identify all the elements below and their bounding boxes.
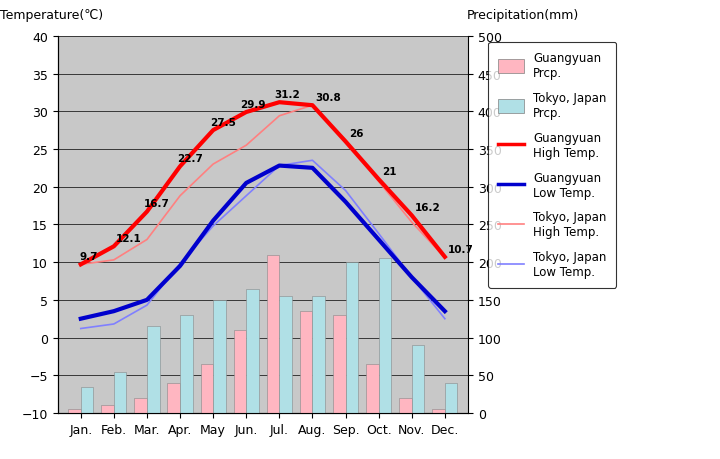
- Text: 9.7: 9.7: [79, 252, 98, 262]
- Bar: [81, 387, 94, 413]
- Legend: Guangyuan
Prcp., Tokyo, Japan
Prcp., Guangyuan
High Temp., Guangyuan
Low Temp., : Guangyuan Prcp., Tokyo, Japan Prcp., Gua…: [488, 43, 616, 288]
- Bar: [246, 289, 258, 413]
- Bar: [102, 406, 114, 413]
- Bar: [135, 398, 147, 413]
- Bar: [333, 315, 346, 413]
- Text: 16.2: 16.2: [415, 202, 441, 213]
- Text: Temperature(℃): Temperature(℃): [0, 9, 103, 22]
- Text: 10.7: 10.7: [448, 244, 474, 254]
- Bar: [346, 263, 358, 413]
- Bar: [399, 398, 412, 413]
- Bar: [68, 409, 81, 413]
- Bar: [445, 383, 457, 413]
- Text: 30.8: 30.8: [316, 93, 341, 103]
- Bar: [168, 383, 180, 413]
- Text: 12.1: 12.1: [115, 234, 141, 243]
- Bar: [114, 372, 127, 413]
- Bar: [379, 259, 391, 413]
- Text: 31.2: 31.2: [274, 90, 300, 100]
- Bar: [366, 364, 379, 413]
- Bar: [180, 315, 193, 413]
- Bar: [267, 255, 279, 413]
- Bar: [312, 297, 325, 413]
- Text: 21: 21: [382, 167, 397, 176]
- Bar: [147, 326, 160, 413]
- Bar: [432, 409, 445, 413]
- Text: 29.9: 29.9: [240, 100, 265, 110]
- Text: 27.5: 27.5: [210, 118, 235, 128]
- Bar: [300, 312, 312, 413]
- Bar: [201, 364, 213, 413]
- Text: Precipitation(mm): Precipitation(mm): [467, 9, 579, 22]
- Bar: [412, 345, 424, 413]
- Bar: [213, 300, 226, 413]
- Text: 16.7: 16.7: [144, 199, 169, 209]
- Text: 22.7: 22.7: [176, 154, 202, 164]
- Bar: [234, 330, 246, 413]
- Text: 26: 26: [349, 129, 364, 139]
- Bar: [279, 297, 292, 413]
